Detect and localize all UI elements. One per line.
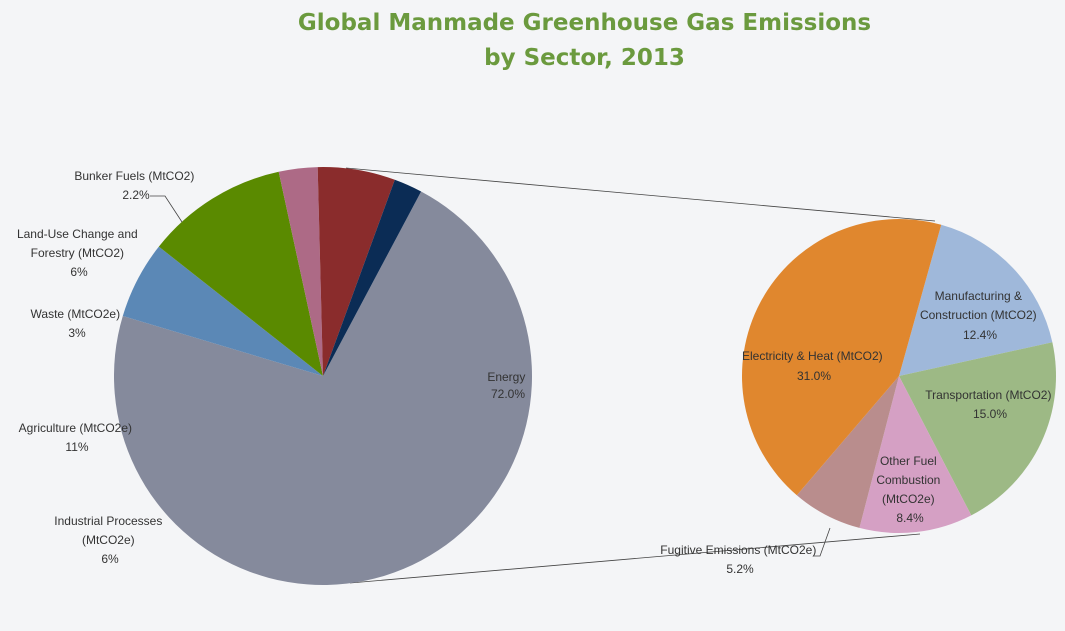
label-agriculture-name: Agriculture (MtCO2e)	[19, 421, 132, 435]
label-agriculture-pct: 11%	[65, 440, 88, 454]
label-manufacturing: Manufacturing & Construction (MtCO2) 12.…	[920, 289, 1040, 342]
pie-slice-electricity-heat-mtco2	[741, 218, 942, 496]
label-manufacturing-line1: Manufacturing &	[935, 289, 1022, 303]
label-transportation: Transportation (MtCO2) 15.0%	[925, 388, 1055, 421]
label-landuse-line1: Land-Use Change and	[17, 227, 138, 241]
label-otherfuel-line2: Combustion	[876, 473, 940, 487]
pie-slice-manufacturing-construction-mtco2	[899, 224, 1053, 376]
label-other-fuel-combustion: Other Fuel Combustion (MtCO2e) 8.4%	[876, 454, 943, 525]
label-energy-name: Energy	[487, 370, 525, 384]
label-agriculture: Agriculture (MtCO2e) 11%	[19, 421, 136, 454]
label-manufacturing-pct: 12.4%	[963, 328, 997, 342]
pie-slice-bunker-fuels-mtco2	[323, 179, 422, 376]
pie-slice-land-use-change-and-forestry-mtco2	[317, 167, 395, 376]
label-industrial-pct: 6%	[101, 552, 119, 566]
pie-slice-transportation-mtco2	[899, 342, 1056, 516]
pie-slice-agriculture-mtco2e	[158, 171, 323, 376]
label-electricity-name: Electricity & Heat (MtCO2)	[742, 349, 883, 363]
label-fugitive-emissions: Fugitive Emissions (MtCO2e) 5.2%	[660, 543, 819, 576]
label-bunker-fuels: Bunker Fuels (MtCO2) 2.2%	[74, 169, 197, 202]
label-land-use: Land-Use Change and Forestry (MtCO2) 6%	[17, 227, 141, 279]
label-energy-pct: 72.0%	[491, 387, 525, 401]
energy-breakdown-pie	[741, 218, 1056, 534]
connector-line-top	[345, 167, 936, 222]
label-otherfuel-line1: Other Fuel	[880, 454, 937, 468]
pie-slice-other-fuel-combustion-mtco2e	[859, 376, 972, 534]
label-industrial-line1: Industrial Processes	[54, 514, 162, 528]
label-energy: Energy 72.0%	[487, 370, 528, 401]
label-bunker-name: Bunker Fuels (MtCO2)	[74, 169, 194, 183]
label-leader-lines	[150, 195, 831, 557]
label-landuse-line2: Forestry (MtCO2)	[31, 246, 124, 260]
main-pie	[113, 167, 532, 585]
label-bunker-pct: 2.2%	[122, 188, 150, 202]
label-electricity-heat: Electricity & Heat (MtCO2) 31.0%	[742, 349, 886, 383]
label-industrial-line2: (MtCO2e)	[82, 533, 135, 547]
label-otherfuel-pct: 8.4%	[896, 511, 924, 525]
pie-slice-industrial-processes-mtco2e	[122, 246, 323, 376]
data-labels: Energy 72.0% Industrial Processes (MtCO2…	[17, 169, 1055, 576]
chart-title-line1: Global Manmade Greenhouse Gas Emissions	[297, 10, 872, 36]
chart-title-line2: by Sector, 2013	[484, 45, 685, 71]
pie-slice-energy	[113, 191, 532, 585]
label-fugitive-name: Fugitive Emissions (MtCO2e)	[660, 543, 816, 557]
label-waste: Waste (MtCO2e) 3%	[31, 307, 124, 340]
label-waste-pct: 3%	[68, 326, 86, 340]
label-transportation-name: Transportation (MtCO2)	[925, 388, 1051, 402]
label-otherfuel-line3: (MtCO2e)	[882, 492, 935, 506]
pie-slice-fugitive-emissions-mtco2e	[796, 376, 899, 528]
leader-fugitive-emissions	[813, 527, 831, 557]
leader-bunker-fuels	[150, 195, 183, 223]
label-landuse-pct: 6%	[70, 265, 88, 279]
label-waste-name: Waste (MtCO2e)	[31, 307, 121, 321]
pie-slice-waste-mtco2e	[278, 167, 323, 376]
chart-title: Global Manmade Greenhouse Gas Emissions …	[0, 6, 1065, 76]
label-industrial-processes: Industrial Processes (MtCO2e) 6%	[54, 514, 165, 566]
label-electricity-pct: 31.0%	[797, 369, 831, 383]
label-transportation-pct: 15.0%	[973, 407, 1007, 421]
label-manufacturing-line2: Construction (MtCO2)	[920, 308, 1037, 322]
label-fugitive-pct: 5.2%	[726, 562, 754, 576]
